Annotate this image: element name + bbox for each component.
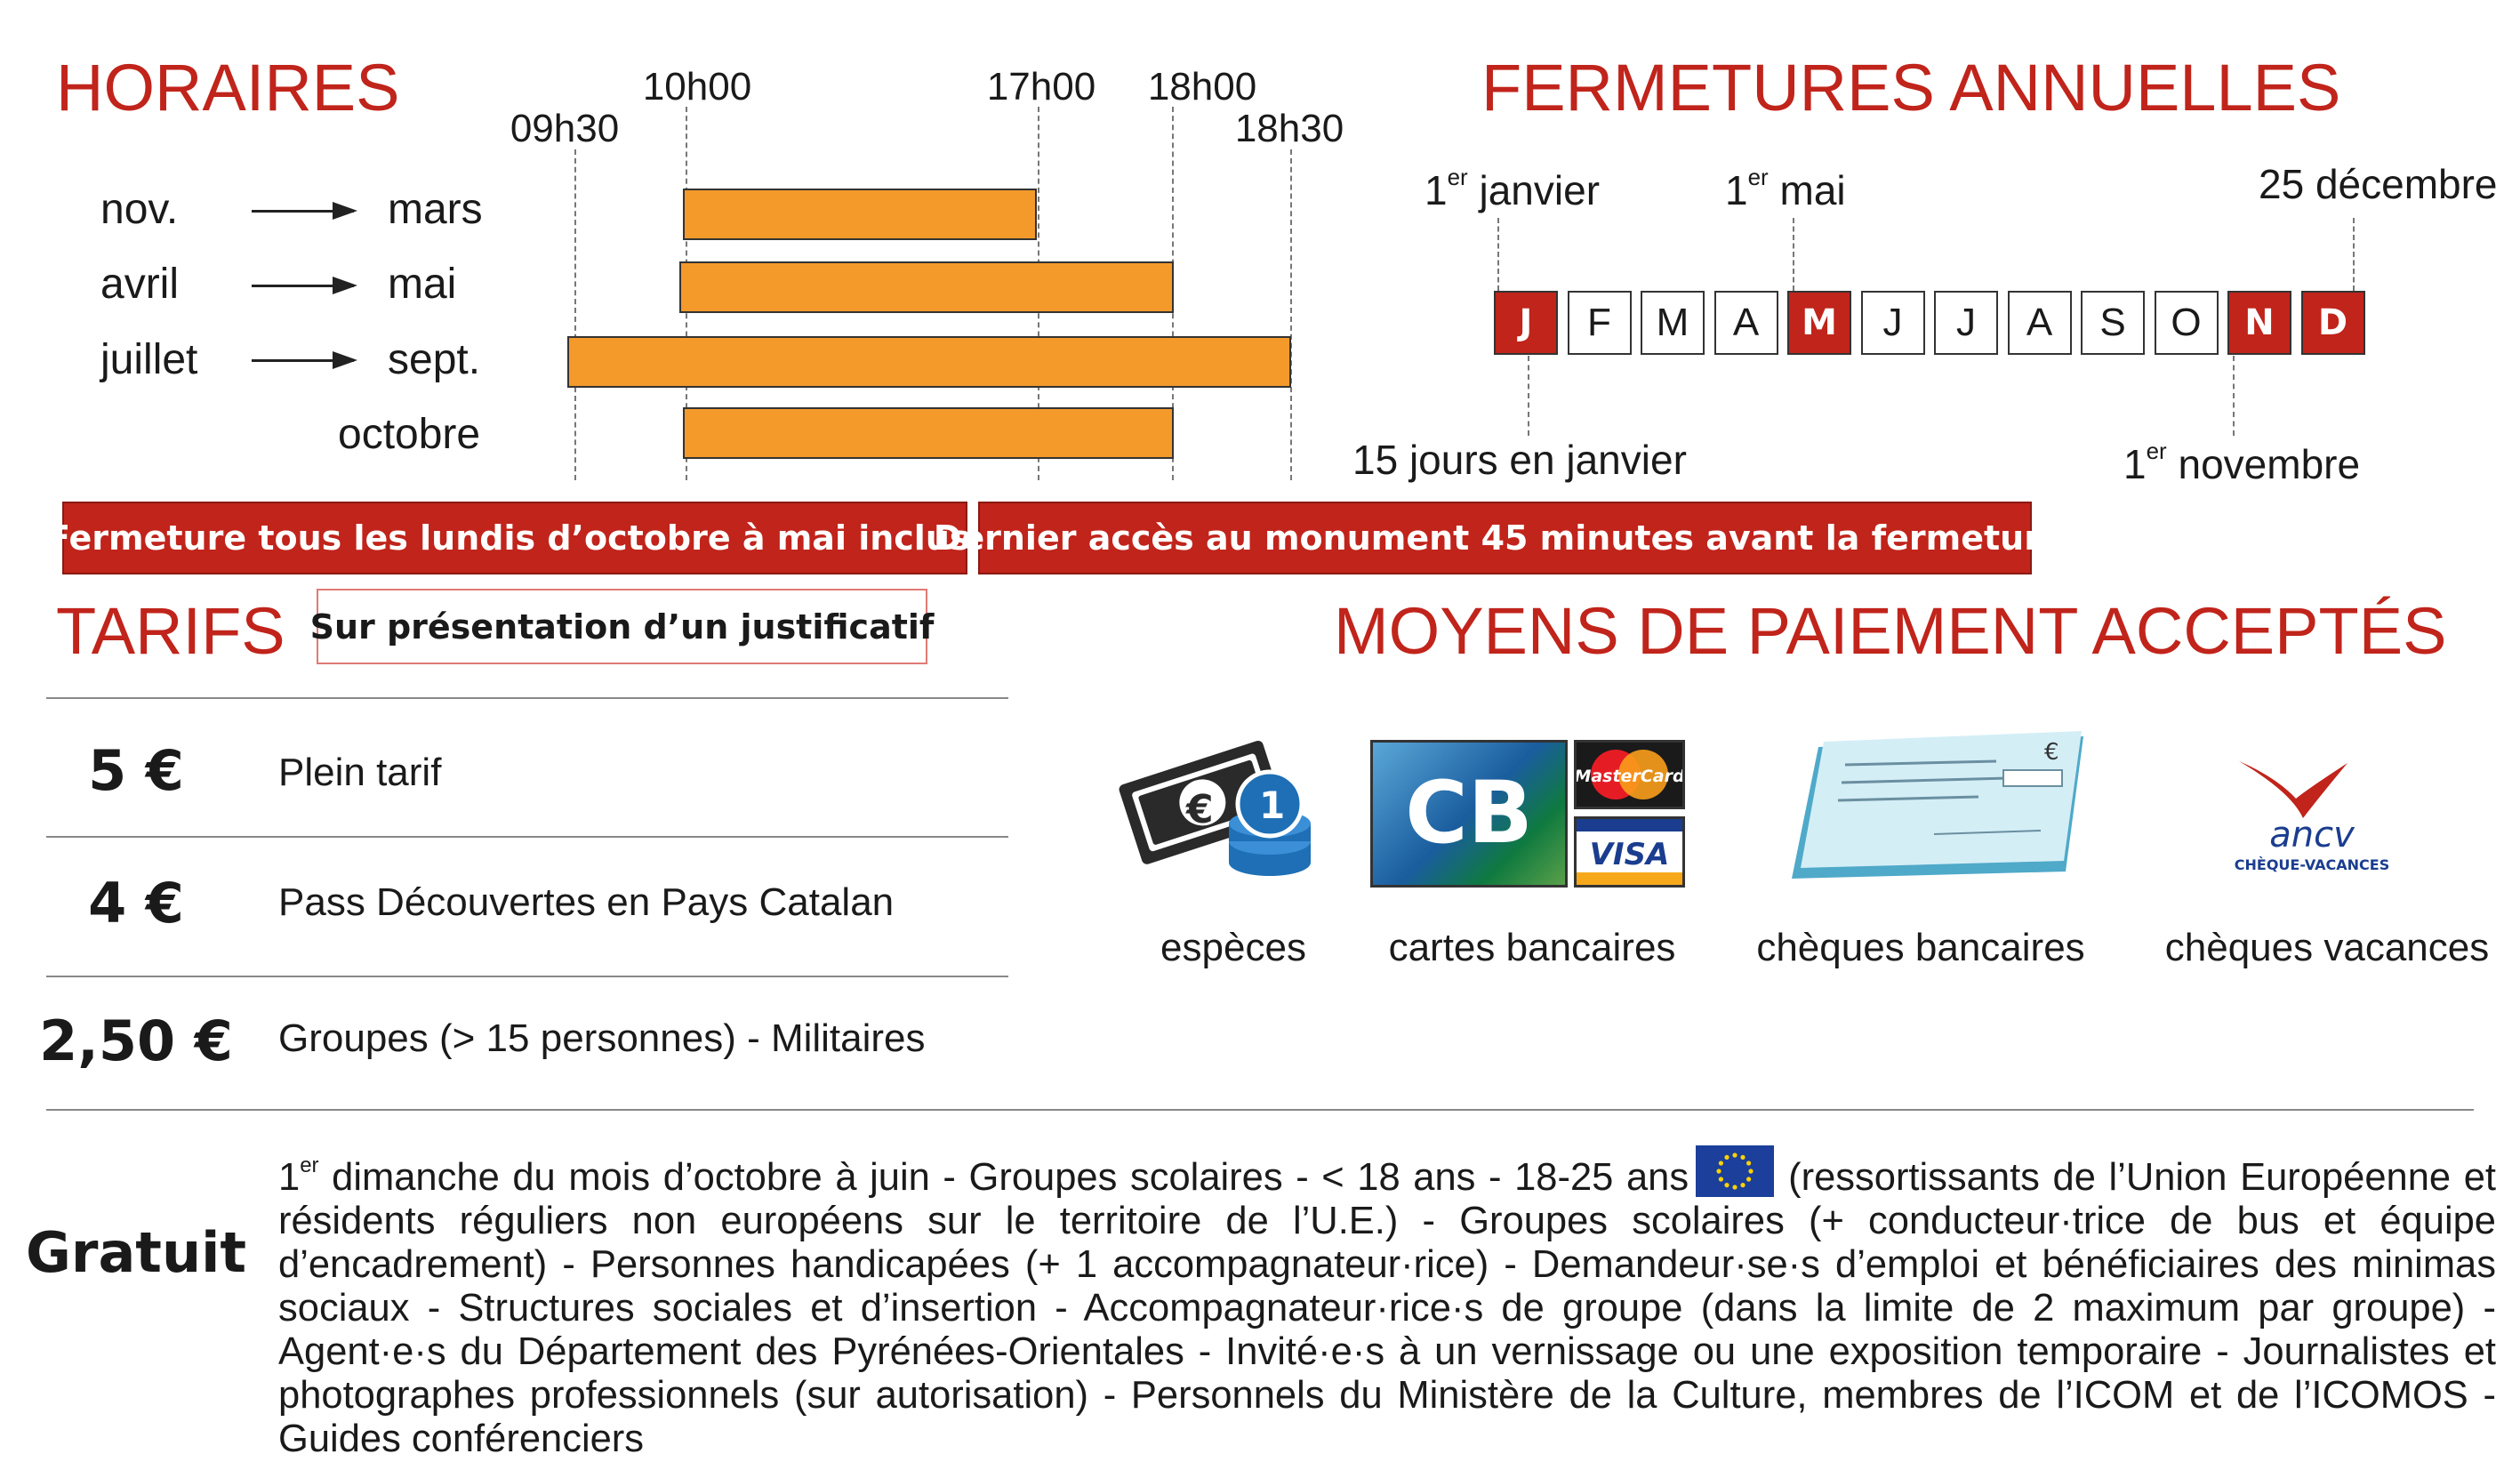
divider — [46, 976, 1008, 977]
month-box: J — [1934, 291, 1998, 355]
payment-label-cartes: cartes bancaires — [1388, 926, 1676, 969]
svg-text:€: € — [2044, 739, 2059, 766]
guide-dec25 — [2353, 218, 2355, 291]
justificatif-note: Sur présentation d’un justificatif — [310, 589, 934, 664]
payment-label-vacances: chèques vacances — [2164, 926, 2490, 969]
svg-text:CHÈQUE-VACANCES: CHÈQUE-VACANCES — [2235, 856, 2389, 873]
season-from: juillet — [100, 336, 198, 383]
ancv-logo: ancv CHÈQUE-VACANCES — [2214, 743, 2410, 877]
hours-bar-juillet-sept — [567, 336, 1291, 388]
cb-card-icon: CB — [1370, 740, 1568, 888]
hours-bar-octobre — [683, 407, 1174, 459]
divider — [46, 836, 1008, 838]
svg-text:€: € — [1185, 787, 1214, 832]
arrow-icon — [252, 277, 357, 294]
month-box: S — [2081, 291, 2145, 355]
svg-text:MasterCard: MasterCard — [1577, 767, 1682, 786]
time-label-1000: 10h00 — [642, 65, 752, 108]
cash-icon: € 1 — [1119, 729, 1318, 880]
season-to: mars — [388, 186, 483, 233]
month-box: O — [2154, 291, 2219, 355]
mastercard-icon: MasterCard — [1574, 740, 1685, 809]
divider — [46, 697, 1008, 699]
date-label-jan15: 15 jours en janvier — [1352, 437, 1687, 483]
last-access-banner: Dernier accès au monument 45 minutes ava… — [934, 502, 2076, 574]
guide-1830 — [1290, 149, 1292, 480]
guide-nov1 — [2233, 356, 2235, 436]
month-box: J — [1860, 291, 1925, 355]
date-label-dec25: 25 décembre — [2259, 161, 2498, 207]
eu-flag-icon — [1696, 1145, 1775, 1197]
date-label-nov1: 1er novembre — [2123, 438, 2361, 487]
month-box: A — [1713, 291, 1778, 355]
guide-jan15 — [1528, 356, 1529, 436]
payment-label-especes: espèces — [1160, 926, 1306, 969]
svg-text:VISA: VISA — [1590, 837, 1670, 872]
price-pass: 4 € — [88, 871, 184, 936]
tarifs-title: TARIFS — [56, 594, 285, 668]
season-to: mai — [388, 261, 457, 308]
svg-text:1: 1 — [1259, 783, 1285, 827]
arrow-icon — [252, 351, 357, 369]
price-desc-groups: Groupes (> 15 personnes) - Militaires — [278, 1016, 926, 1060]
guide-jan1 — [1497, 218, 1499, 291]
month-box-closed: N — [2227, 291, 2291, 355]
svg-text:CB: CB — [1405, 763, 1533, 863]
arrow-icon — [252, 202, 357, 220]
cheque-icon: € — [1783, 729, 2087, 882]
month-box: M — [1641, 291, 1705, 355]
month-box: A — [2007, 291, 2072, 355]
payment-label-cheques: chèques bancaires — [1756, 926, 2085, 969]
time-label-1830: 18h30 — [1234, 107, 1344, 150]
season-from: avril — [100, 261, 180, 308]
fermetures-title: FERMETURES ANNUELLES — [1481, 51, 2341, 125]
price-free: Gratuit — [26, 1220, 246, 1285]
horaires-title: HORAIRES — [56, 51, 400, 125]
price-groups: 2,50 € — [39, 1008, 233, 1073]
guide-0930 — [574, 149, 576, 480]
time-label-1800: 18h00 — [1147, 65, 1257, 108]
divider — [46, 1109, 2474, 1111]
season-from: nov. — [100, 186, 179, 233]
guide-may1 — [1793, 218, 1794, 291]
free-conditions-text: 1er dimanche du mois d’octobre à juin - … — [278, 1145, 2496, 1461]
visa-icon: VISA — [1574, 816, 1685, 888]
month-box-closed: D — [2300, 291, 2365, 355]
svg-text:ancv: ancv — [2269, 815, 2355, 855]
month-box-closed: J — [1494, 291, 1558, 355]
time-label-0930: 09h30 — [510, 107, 620, 150]
time-label-1700: 17h00 — [986, 65, 1096, 108]
closure-banner: Fermeture tous les lundis d’octobre à ma… — [47, 502, 983, 574]
price-desc-pass: Pass Découvertes en Pays Catalan — [278, 880, 895, 924]
price-desc-full: Plein tarif — [278, 751, 442, 794]
hours-bar-avril-mai — [679, 261, 1174, 313]
date-label-jan1: 1er janvier — [1425, 164, 1601, 213]
hours-bar-nov-mars — [683, 189, 1037, 240]
month-box: F — [1567, 291, 1632, 355]
month-box-closed: M — [1787, 291, 1851, 355]
price-full: 5 € — [88, 738, 184, 803]
season-to: octobre — [338, 411, 481, 458]
date-label-may1: 1er mai — [1725, 164, 1846, 213]
paiement-title: MOYENS DE PAIEMENT ACCEPTÉS — [1334, 594, 2447, 668]
season-to: sept. — [388, 336, 481, 383]
